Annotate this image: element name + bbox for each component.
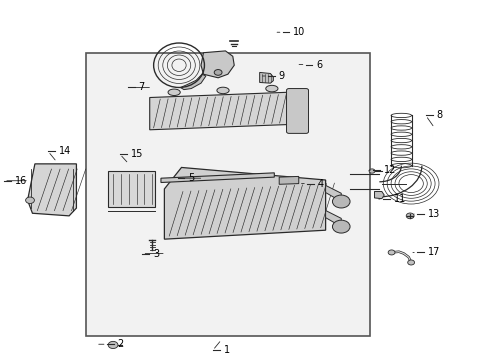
- Polygon shape: [326, 185, 341, 202]
- Text: 5: 5: [188, 173, 195, 183]
- Text: 3: 3: [153, 248, 159, 258]
- Polygon shape: [150, 92, 292, 130]
- Text: 10: 10: [294, 27, 306, 37]
- Circle shape: [388, 250, 395, 255]
- Circle shape: [214, 69, 222, 75]
- Polygon shape: [27, 164, 76, 216]
- Text: 11: 11: [393, 194, 406, 204]
- Ellipse shape: [217, 87, 229, 94]
- Polygon shape: [260, 72, 273, 83]
- Text: 17: 17: [428, 247, 440, 257]
- Circle shape: [369, 169, 375, 173]
- FancyBboxPatch shape: [108, 171, 155, 207]
- Text: 12: 12: [384, 165, 396, 175]
- Polygon shape: [161, 173, 274, 183]
- Ellipse shape: [168, 89, 180, 95]
- Text: 2: 2: [118, 339, 123, 349]
- Circle shape: [108, 341, 118, 348]
- Text: 14: 14: [59, 146, 71, 156]
- FancyBboxPatch shape: [86, 53, 369, 336]
- Circle shape: [332, 195, 350, 208]
- Circle shape: [332, 220, 350, 233]
- Ellipse shape: [266, 85, 278, 92]
- Text: 6: 6: [317, 59, 322, 69]
- Text: 4: 4: [318, 179, 324, 189]
- Text: 13: 13: [428, 209, 440, 219]
- Text: 16: 16: [15, 176, 27, 186]
- Polygon shape: [374, 192, 384, 199]
- Circle shape: [408, 260, 415, 265]
- Circle shape: [406, 213, 414, 219]
- Text: 8: 8: [437, 111, 442, 121]
- Text: 1: 1: [223, 345, 230, 355]
- Polygon shape: [164, 167, 326, 239]
- Polygon shape: [326, 211, 341, 226]
- Polygon shape: [180, 74, 206, 90]
- Polygon shape: [201, 51, 234, 78]
- Polygon shape: [279, 176, 299, 184]
- FancyBboxPatch shape: [287, 89, 309, 134]
- Text: 9: 9: [279, 71, 285, 81]
- Text: 15: 15: [131, 149, 143, 159]
- Circle shape: [25, 197, 34, 203]
- Text: 7: 7: [139, 82, 145, 93]
